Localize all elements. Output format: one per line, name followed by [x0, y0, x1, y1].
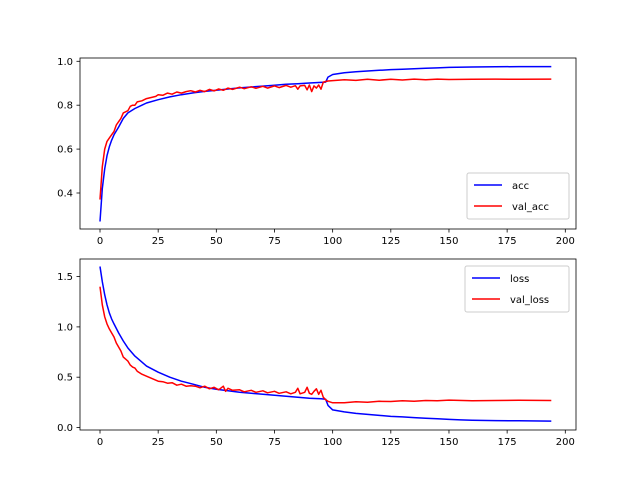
x-tick-label: 75 — [268, 437, 281, 448]
y-tick-label: 0.8 — [57, 101, 73, 112]
y-tick-label: 0.6 — [57, 145, 73, 156]
x-tick-label: 125 — [381, 437, 400, 448]
x-tick-label: 25 — [152, 437, 165, 448]
y-tick-label: 1.5 — [57, 272, 73, 283]
y-tick-label: 0.0 — [57, 423, 73, 434]
legend: loss val_loss — [464, 265, 570, 313]
x-tick-label: 200 — [556, 236, 575, 247]
plot-frame — [79, 57, 577, 230]
legend-label-val-acc: val_acc — [512, 202, 549, 213]
x-tick-label: 0 — [97, 236, 103, 247]
x-tick-label: 175 — [498, 437, 517, 448]
x-tick-label: 150 — [439, 236, 458, 247]
y-tick-label: 0.5 — [57, 373, 73, 384]
x-tick-label: 125 — [381, 236, 400, 247]
accuracy-plot: 0 25 50 75 100 125 150 175 200 0.4 0.6 0.8 1.0 acc val… — [57, 57, 577, 247]
x-tick-label: 25 — [152, 236, 165, 247]
x-tick-label: 200 — [556, 437, 575, 448]
x-tick-label: 0 — [97, 437, 103, 448]
y-tick-label: 1.0 — [57, 322, 73, 333]
loss-plot: 0 25 50 75 100 125 150 175 200 0.0 0.5 1.0 1.5 loss va… — [57, 258, 577, 448]
series-line-loss — [99, 266, 552, 422]
x-tick-label: 50 — [210, 236, 223, 247]
legend: acc val_acc — [466, 172, 570, 220]
plot-frame — [79, 258, 577, 431]
series-line-val-acc — [99, 78, 552, 200]
x-tick-label: 50 — [210, 437, 223, 448]
y-tick-label: 0.4 — [57, 189, 73, 200]
x-tick-label: 100 — [323, 437, 342, 448]
y-tick-label: 1.0 — [57, 57, 73, 68]
x-tick-label: 150 — [439, 437, 458, 448]
legend-label-loss: loss — [510, 274, 529, 285]
series-line-val-loss — [99, 286, 552, 404]
legend-label-val-loss: val_loss — [510, 295, 549, 306]
x-tick-label: 100 — [323, 236, 342, 247]
legend-label-acc: acc — [512, 181, 529, 192]
x-tick-label: 175 — [498, 236, 517, 247]
x-tick-label: 75 — [268, 236, 281, 247]
